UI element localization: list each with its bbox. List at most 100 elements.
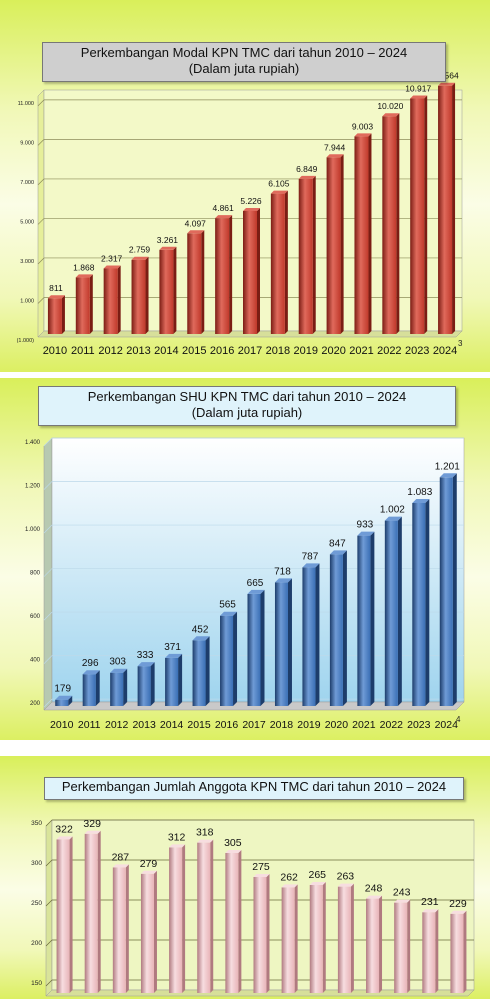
- data-label: 296: [82, 658, 99, 669]
- bar-side: [284, 190, 288, 334]
- chart-title-line1: Perkembangan SHU KPN TMC dari tahun 2010…: [87, 389, 407, 404]
- data-label: 322: [55, 823, 73, 835]
- bar-top: [131, 256, 149, 260]
- bar-top: [302, 563, 320, 568]
- bar-top: [337, 883, 354, 887]
- x-tick-label: 2010: [43, 345, 67, 357]
- bar-side: [266, 874, 270, 993]
- x-tick-label: 2017: [238, 345, 262, 357]
- bar: [382, 116, 397, 334]
- y-tick-label: 3.000: [20, 259, 34, 265]
- bar-side: [425, 498, 430, 706]
- x-tick-label: 2015: [187, 719, 211, 731]
- bar: [56, 839, 70, 993]
- bar-top: [215, 215, 233, 219]
- bar: [165, 657, 179, 706]
- x-tick-label: 2018: [266, 345, 290, 357]
- data-label: 2.317: [101, 253, 123, 263]
- bar-side: [322, 882, 326, 993]
- bar-side: [463, 910, 467, 993]
- bar-side: [435, 909, 439, 993]
- bar-side: [233, 611, 238, 706]
- data-label: 265: [309, 869, 327, 881]
- bar-side: [210, 839, 214, 993]
- bar: [225, 853, 239, 993]
- bar-top: [165, 653, 183, 658]
- data-label: 1.201: [435, 461, 460, 472]
- y-tick-label: 7.000: [20, 180, 34, 186]
- bar: [137, 666, 151, 706]
- data-label: 333: [137, 650, 154, 661]
- bar-top: [140, 870, 157, 874]
- bar-top: [394, 899, 411, 903]
- x-tick-label: 2013: [132, 719, 156, 731]
- bar-side: [205, 636, 210, 706]
- bar-top: [298, 175, 316, 179]
- bar-top: [110, 668, 128, 673]
- bar-side: [182, 844, 186, 993]
- bar-side: [370, 531, 375, 706]
- y-tick-label: 800: [30, 571, 41, 577]
- bar-side: [95, 670, 100, 706]
- data-label: 318: [196, 827, 214, 839]
- bar-top: [159, 246, 177, 250]
- bar-top: [47, 295, 65, 299]
- bar-side: [260, 589, 265, 706]
- data-label: 6.849: [296, 164, 318, 174]
- bar: [329, 554, 343, 706]
- bar: [438, 85, 453, 335]
- bar-top: [366, 895, 383, 899]
- chart-panel-anggota: 150 200 250 300 350 322 329 287 279 312 318 305 275 2…: [0, 756, 490, 999]
- bar-side: [117, 265, 121, 334]
- bar: [253, 877, 267, 993]
- y-tick-label: 1.000: [20, 298, 34, 304]
- y-tick-label: 150: [31, 980, 42, 987]
- data-label: 1.083: [407, 487, 432, 498]
- y-tick-label: 1.200: [25, 484, 41, 490]
- bar-top: [137, 662, 155, 667]
- x-tick-label: 2012: [105, 719, 129, 731]
- bar-top: [247, 589, 265, 594]
- y-tick-label: 5.000: [20, 219, 34, 225]
- bar-side: [396, 113, 400, 334]
- bar: [215, 218, 230, 334]
- bar-side: [379, 895, 383, 993]
- gridline-wall: [45, 819, 53, 827]
- bar-top: [354, 133, 372, 137]
- x-tick-label: 2010: [50, 719, 74, 731]
- bar-side: [153, 870, 157, 993]
- bar: [357, 535, 371, 706]
- x-tick-label: 2019: [293, 345, 317, 357]
- bar: [412, 502, 426, 706]
- data-label: 179: [54, 684, 71, 695]
- bar-side: [350, 883, 354, 993]
- bar: [84, 833, 98, 993]
- chart-title-anggota: Perkembangan Jumlah Anggota KPN TMC dari…: [44, 777, 464, 800]
- bar-top: [225, 850, 242, 853]
- bar-top: [169, 844, 186, 848]
- data-label: 243: [393, 887, 411, 899]
- bar: [366, 898, 380, 993]
- bar-side: [342, 550, 347, 706]
- bar: [281, 887, 295, 993]
- x-tick-label: 2016: [210, 345, 234, 357]
- bar-side: [368, 133, 372, 334]
- data-label: 7.944: [324, 142, 346, 152]
- bar: [298, 178, 313, 334]
- gridline-wall: [43, 481, 53, 490]
- chart-title-shu: Perkembangan SHU KPN TMC dari tahun 2010…: [38, 386, 456, 426]
- x-tick-label: 2023: [405, 345, 429, 357]
- bar-top: [326, 154, 344, 158]
- y-tick-label: 350: [31, 820, 42, 827]
- bar-side: [145, 256, 149, 334]
- data-label: 811: [49, 283, 63, 293]
- gridline-wall: [37, 139, 45, 146]
- gridline-wall: [43, 611, 53, 621]
- gridline-wall: [43, 698, 53, 708]
- corner-mark: 4: [456, 715, 461, 724]
- gridline-wall: [45, 899, 53, 907]
- data-label: 565: [219, 600, 236, 611]
- plot-side-wall: [45, 819, 53, 997]
- chart-title-modal: Perkembangan Modal KPN TMC dari tahun 20…: [42, 42, 446, 82]
- y-tick-label: (1.000): [17, 338, 35, 344]
